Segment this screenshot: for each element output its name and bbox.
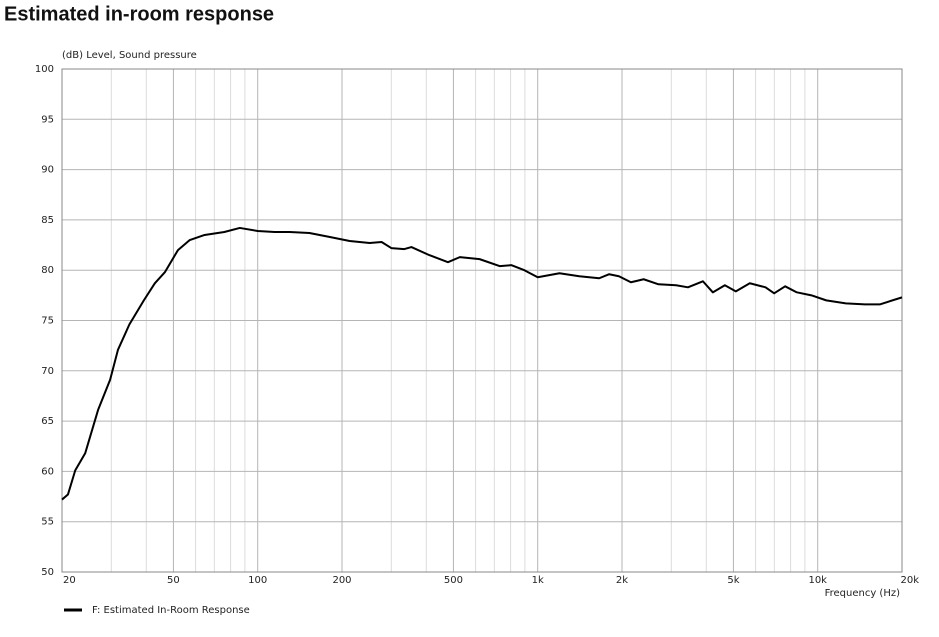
y-tick-label: 100 — [35, 64, 54, 75]
y-axis-label: (dB) Level, Sound pressure — [62, 50, 197, 61]
y-tick-label: 75 — [41, 316, 54, 327]
y-tick-label: 55 — [41, 517, 54, 528]
y-tick-label: 65 — [41, 416, 54, 427]
x-tick-label: 2k — [616, 575, 628, 586]
legend-label: F: Estimated In-Room Response — [92, 605, 250, 616]
x-tick-label: 200 — [332, 575, 351, 586]
x-tick-label: 50 — [167, 575, 180, 586]
x-tick-label: 100 — [248, 575, 267, 586]
y-tick-label: 60 — [41, 466, 54, 477]
x-tick-label: 20k — [900, 575, 919, 586]
x-tick-label: 5k — [727, 575, 739, 586]
response-line — [61, 226, 903, 501]
y-tick-label: 70 — [41, 366, 54, 377]
y-tick-label: 80 — [41, 265, 54, 276]
y-tick-label: 85 — [41, 215, 54, 226]
x-tick-label: 500 — [444, 575, 463, 586]
y-tick-label: 90 — [41, 165, 54, 176]
x-tick-label: 20 — [63, 575, 76, 586]
y-tick-label: 50 — [41, 567, 54, 578]
x-tick-label: 1k — [532, 575, 544, 586]
plot-frame — [61, 68, 903, 573]
y-tick-label: 95 — [41, 114, 54, 125]
chart-title: Estimated in-room response — [4, 3, 274, 25]
x-axis-label: Frequency (Hz) — [825, 588, 901, 599]
x-tick-label: 10k — [808, 575, 827, 586]
